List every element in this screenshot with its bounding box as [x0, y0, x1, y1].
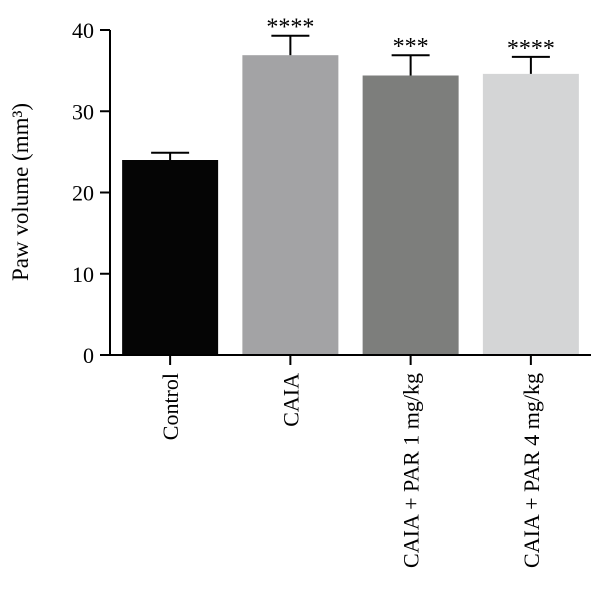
- x-category-label: Control: [158, 373, 183, 440]
- bar: [242, 55, 339, 355]
- significance-label: ****: [507, 36, 555, 62]
- y-tick-label: 20: [72, 181, 94, 206]
- bars: [122, 55, 579, 355]
- significance-markers: ******* ****: [266, 15, 555, 62]
- y-axis: 0 10 20 30 40: [72, 18, 111, 368]
- x-axis: Control CAIA CAIA + PAR 1 mg/kg CAIA + PAR …: [109, 354, 591, 568]
- y-tick-label: 30: [72, 99, 94, 124]
- significance-label: ****: [266, 15, 314, 41]
- bar: [122, 160, 219, 355]
- x-category-label: CAIA + PAR 4 mg/kg: [519, 373, 544, 568]
- significance-label: ***: [393, 34, 429, 60]
- error-bars: [151, 34, 550, 160]
- y-axis-title: Paw volume (mm³): [8, 103, 33, 281]
- bar: [362, 75, 459, 355]
- x-category-label: CAIA: [278, 373, 303, 427]
- bar: [482, 73, 579, 355]
- y-tick-label: 0: [83, 343, 94, 368]
- x-category-label: CAIA + PAR 1 mg/kg: [399, 373, 424, 568]
- y-tick-label: 10: [72, 262, 94, 287]
- y-tick-label: 40: [72, 18, 94, 43]
